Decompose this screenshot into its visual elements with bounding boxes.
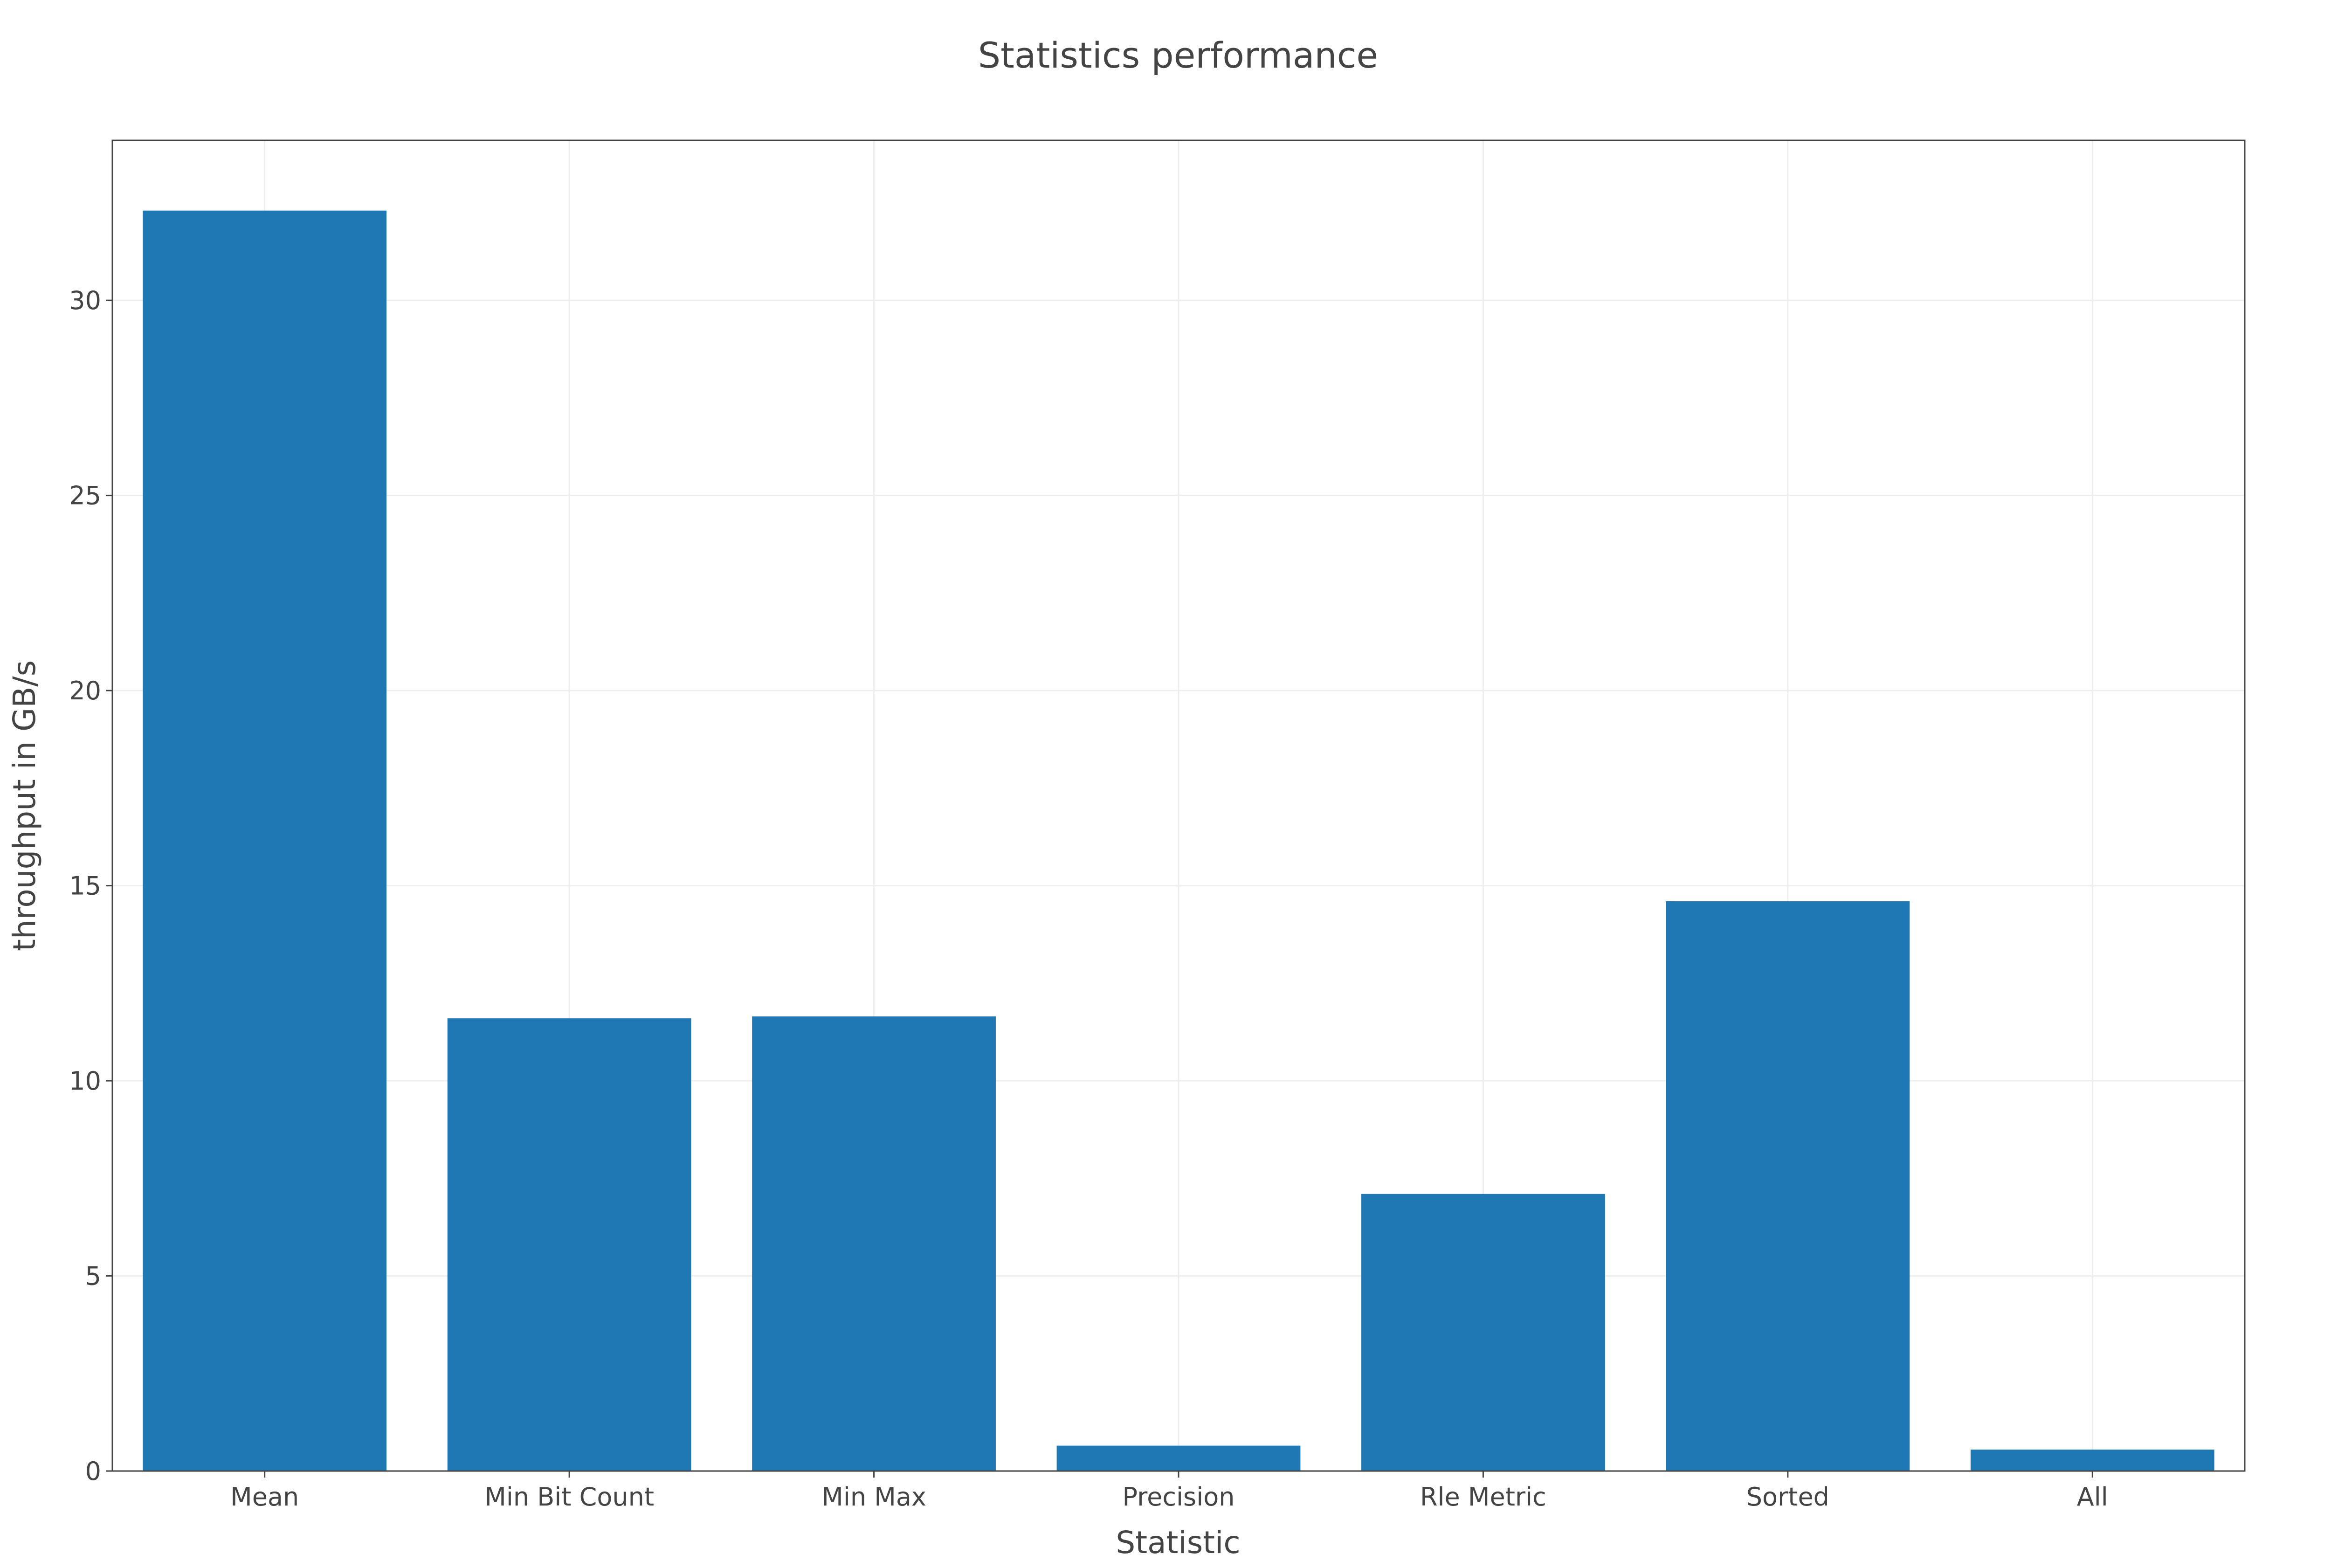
y-tick-label: 20: [69, 676, 101, 705]
x-tick-label: Min Bit Count: [484, 1482, 654, 1512]
x-tick-label: Precision: [1123, 1482, 1235, 1512]
x-axis-ticks: Mean Min Bit Count Min Max Precision Rle Met…: [230, 1471, 2108, 1512]
bar: [1666, 901, 1910, 1471]
x-tick-label: Rle Metric: [1420, 1482, 1546, 1512]
y-tick-label: 10: [69, 1066, 101, 1096]
bar: [1970, 1449, 2214, 1471]
y-tick-label: 15: [69, 871, 101, 901]
y-axis-ticks: 0 5 10 15 20 25 30: [69, 286, 112, 1486]
y-tick-label: 5: [85, 1262, 101, 1291]
x-axis-title: Statistic: [1116, 1525, 1240, 1561]
x-tick-label: Mean: [230, 1482, 299, 1512]
y-tick-label: 25: [69, 481, 101, 511]
bar: [1056, 1445, 1301, 1471]
y-axis-title: throughput in GB/s: [7, 660, 42, 951]
y-tick-label: 30: [69, 286, 101, 315]
bars: [143, 210, 2214, 1471]
bar: [447, 1018, 691, 1471]
bar: [143, 210, 387, 1471]
y-tick-label: 0: [85, 1457, 101, 1486]
x-tick-label: Min Max: [821, 1482, 926, 1512]
gridlines: [112, 140, 2245, 1471]
x-tick-label: All: [2077, 1482, 2108, 1512]
x-tick-label: Sorted: [1746, 1482, 1829, 1512]
bar: [752, 1016, 996, 1471]
bar: [1361, 1194, 1605, 1471]
chart-title: Statistics performance: [978, 35, 1378, 76]
